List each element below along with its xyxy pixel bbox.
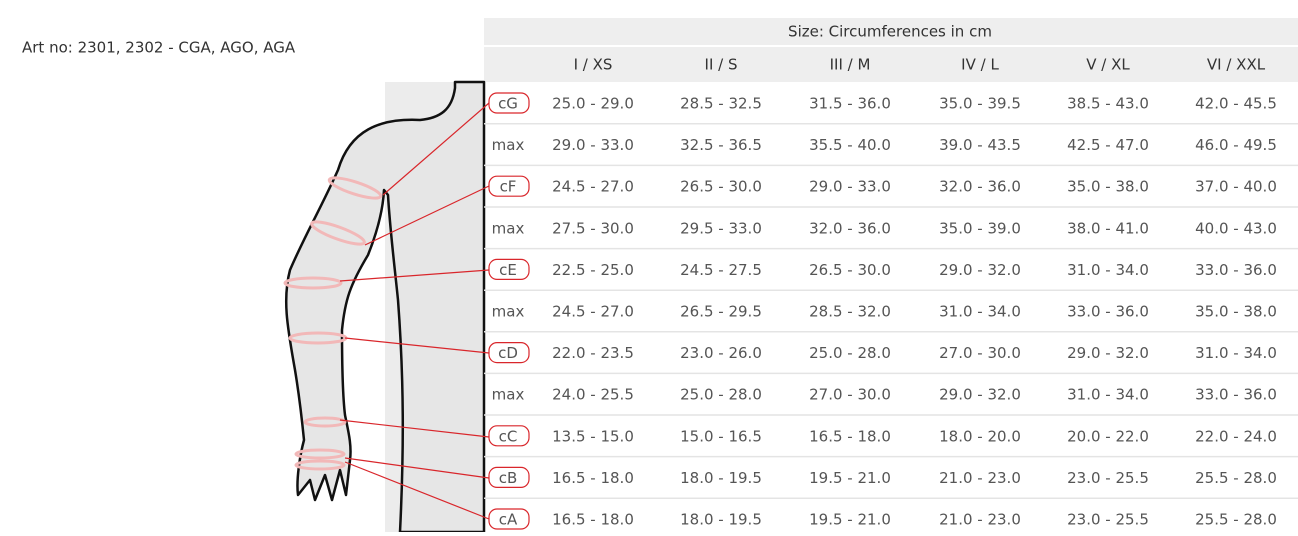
column-header: I / XS (574, 56, 613, 74)
column-header: VI / XXL (1207, 56, 1266, 74)
column-header: IV / L (961, 56, 999, 74)
cell: 25.5 - 28.0 (1195, 469, 1277, 487)
size-chart: Art no: 2301, 2302 - CGA, AGO, AGA Size:… (0, 0, 1298, 532)
cell: 26.5 - 29.5 (680, 303, 762, 321)
cell: 16.5 - 18.0 (552, 469, 634, 487)
cell: 32.0 - 36.0 (809, 219, 891, 237)
cell: 20.0 - 22.0 (1067, 427, 1149, 445)
cell: 22.0 - 24.0 (1195, 427, 1277, 445)
row-label: cA (499, 511, 518, 529)
cell: 25.0 - 29.0 (552, 95, 634, 113)
cell: 24.5 - 27.0 (552, 303, 634, 321)
cell: 29.5 - 33.0 (680, 219, 762, 237)
table-title: Size: Circumferences in cm (788, 23, 992, 41)
cell: 18.0 - 19.5 (680, 469, 762, 487)
cell: 22.5 - 25.0 (552, 261, 634, 279)
cell: 35.0 - 39.0 (939, 219, 1021, 237)
art-no: Art no: 2301, 2302 - CGA, AGO, AGA (22, 39, 296, 57)
cell: 35.0 - 38.0 (1067, 178, 1149, 196)
cell: 24.5 - 27.0 (552, 178, 634, 196)
cell: 27.0 - 30.0 (809, 386, 891, 404)
cell: 31.0 - 34.0 (939, 303, 1021, 321)
column-header: V / XL (1086, 56, 1130, 74)
cell: 28.5 - 32.5 (680, 95, 762, 113)
cell: 35.0 - 39.5 (939, 95, 1021, 113)
row-label: cD (498, 344, 518, 362)
cell: 13.5 - 15.0 (552, 427, 634, 445)
cell: 23.0 - 25.5 (1067, 511, 1149, 529)
cell: 46.0 - 49.5 (1195, 136, 1277, 154)
row-label: max (492, 219, 525, 237)
cell: 35.0 - 38.0 (1195, 303, 1277, 321)
row-label: cG (498, 95, 518, 113)
row-label: max (492, 136, 525, 154)
cell: 40.0 - 43.0 (1195, 219, 1277, 237)
cell: 19.5 - 21.0 (809, 469, 891, 487)
row-label: cB (499, 469, 518, 487)
cell: 33.0 - 36.0 (1195, 386, 1277, 404)
cell: 31.0 - 34.0 (1067, 261, 1149, 279)
row-label: cC (499, 427, 518, 445)
row-label: max (492, 303, 525, 321)
cell: 23.0 - 25.5 (1067, 469, 1149, 487)
cell: 15.0 - 16.5 (680, 427, 762, 445)
arm-illustration (285, 82, 489, 532)
cell: 35.5 - 40.0 (809, 136, 891, 154)
cell: 31.0 - 34.0 (1067, 386, 1149, 404)
cell: 28.5 - 32.0 (809, 303, 891, 321)
cell: 37.0 - 40.0 (1195, 178, 1277, 196)
cell: 33.0 - 36.0 (1195, 261, 1277, 279)
cell: 25.0 - 28.0 (809, 344, 891, 362)
row-label: max (492, 386, 525, 404)
cell: 21.0 - 23.0 (939, 469, 1021, 487)
row-label: cF (500, 178, 517, 196)
cell: 22.0 - 23.5 (552, 344, 634, 362)
cell: 25.0 - 28.0 (680, 386, 762, 404)
cell: 27.0 - 30.0 (939, 344, 1021, 362)
cell: 27.5 - 30.0 (552, 219, 634, 237)
column-header: II / S (705, 56, 738, 74)
cell: 26.5 - 30.0 (680, 178, 762, 196)
cell: 24.0 - 25.5 (552, 386, 634, 404)
cell: 23.0 - 26.0 (680, 344, 762, 362)
cell: 16.5 - 18.0 (809, 427, 891, 445)
cell: 32.0 - 36.0 (939, 178, 1021, 196)
cell: 42.5 - 47.0 (1067, 136, 1149, 154)
cell: 42.0 - 45.5 (1195, 95, 1277, 113)
cell: 21.0 - 23.0 (939, 511, 1021, 529)
cell: 31.0 - 34.0 (1195, 344, 1277, 362)
cell: 32.5 - 36.5 (680, 136, 762, 154)
cell: 19.5 - 21.0 (809, 511, 891, 529)
cell: 29.0 - 32.0 (1067, 344, 1149, 362)
cell: 33.0 - 36.0 (1067, 303, 1149, 321)
cell: 29.0 - 32.0 (939, 261, 1021, 279)
cell: 29.0 - 32.0 (939, 386, 1021, 404)
cell: 29.0 - 33.0 (552, 136, 634, 154)
row-label: cE (499, 261, 517, 279)
cell: 39.0 - 43.5 (939, 136, 1021, 154)
cell: 16.5 - 18.0 (552, 511, 634, 529)
cell: 18.0 - 19.5 (680, 511, 762, 529)
cell: 29.0 - 33.0 (809, 178, 891, 196)
cell: 24.5 - 27.5 (680, 261, 762, 279)
cell: 31.5 - 36.0 (809, 95, 891, 113)
cell: 18.0 - 20.0 (939, 427, 1021, 445)
column-header: III / M (830, 56, 871, 74)
cell: 38.5 - 43.0 (1067, 95, 1149, 113)
cell: 26.5 - 30.0 (809, 261, 891, 279)
cell: 38.0 - 41.0 (1067, 219, 1149, 237)
cell: 25.5 - 28.0 (1195, 511, 1277, 529)
